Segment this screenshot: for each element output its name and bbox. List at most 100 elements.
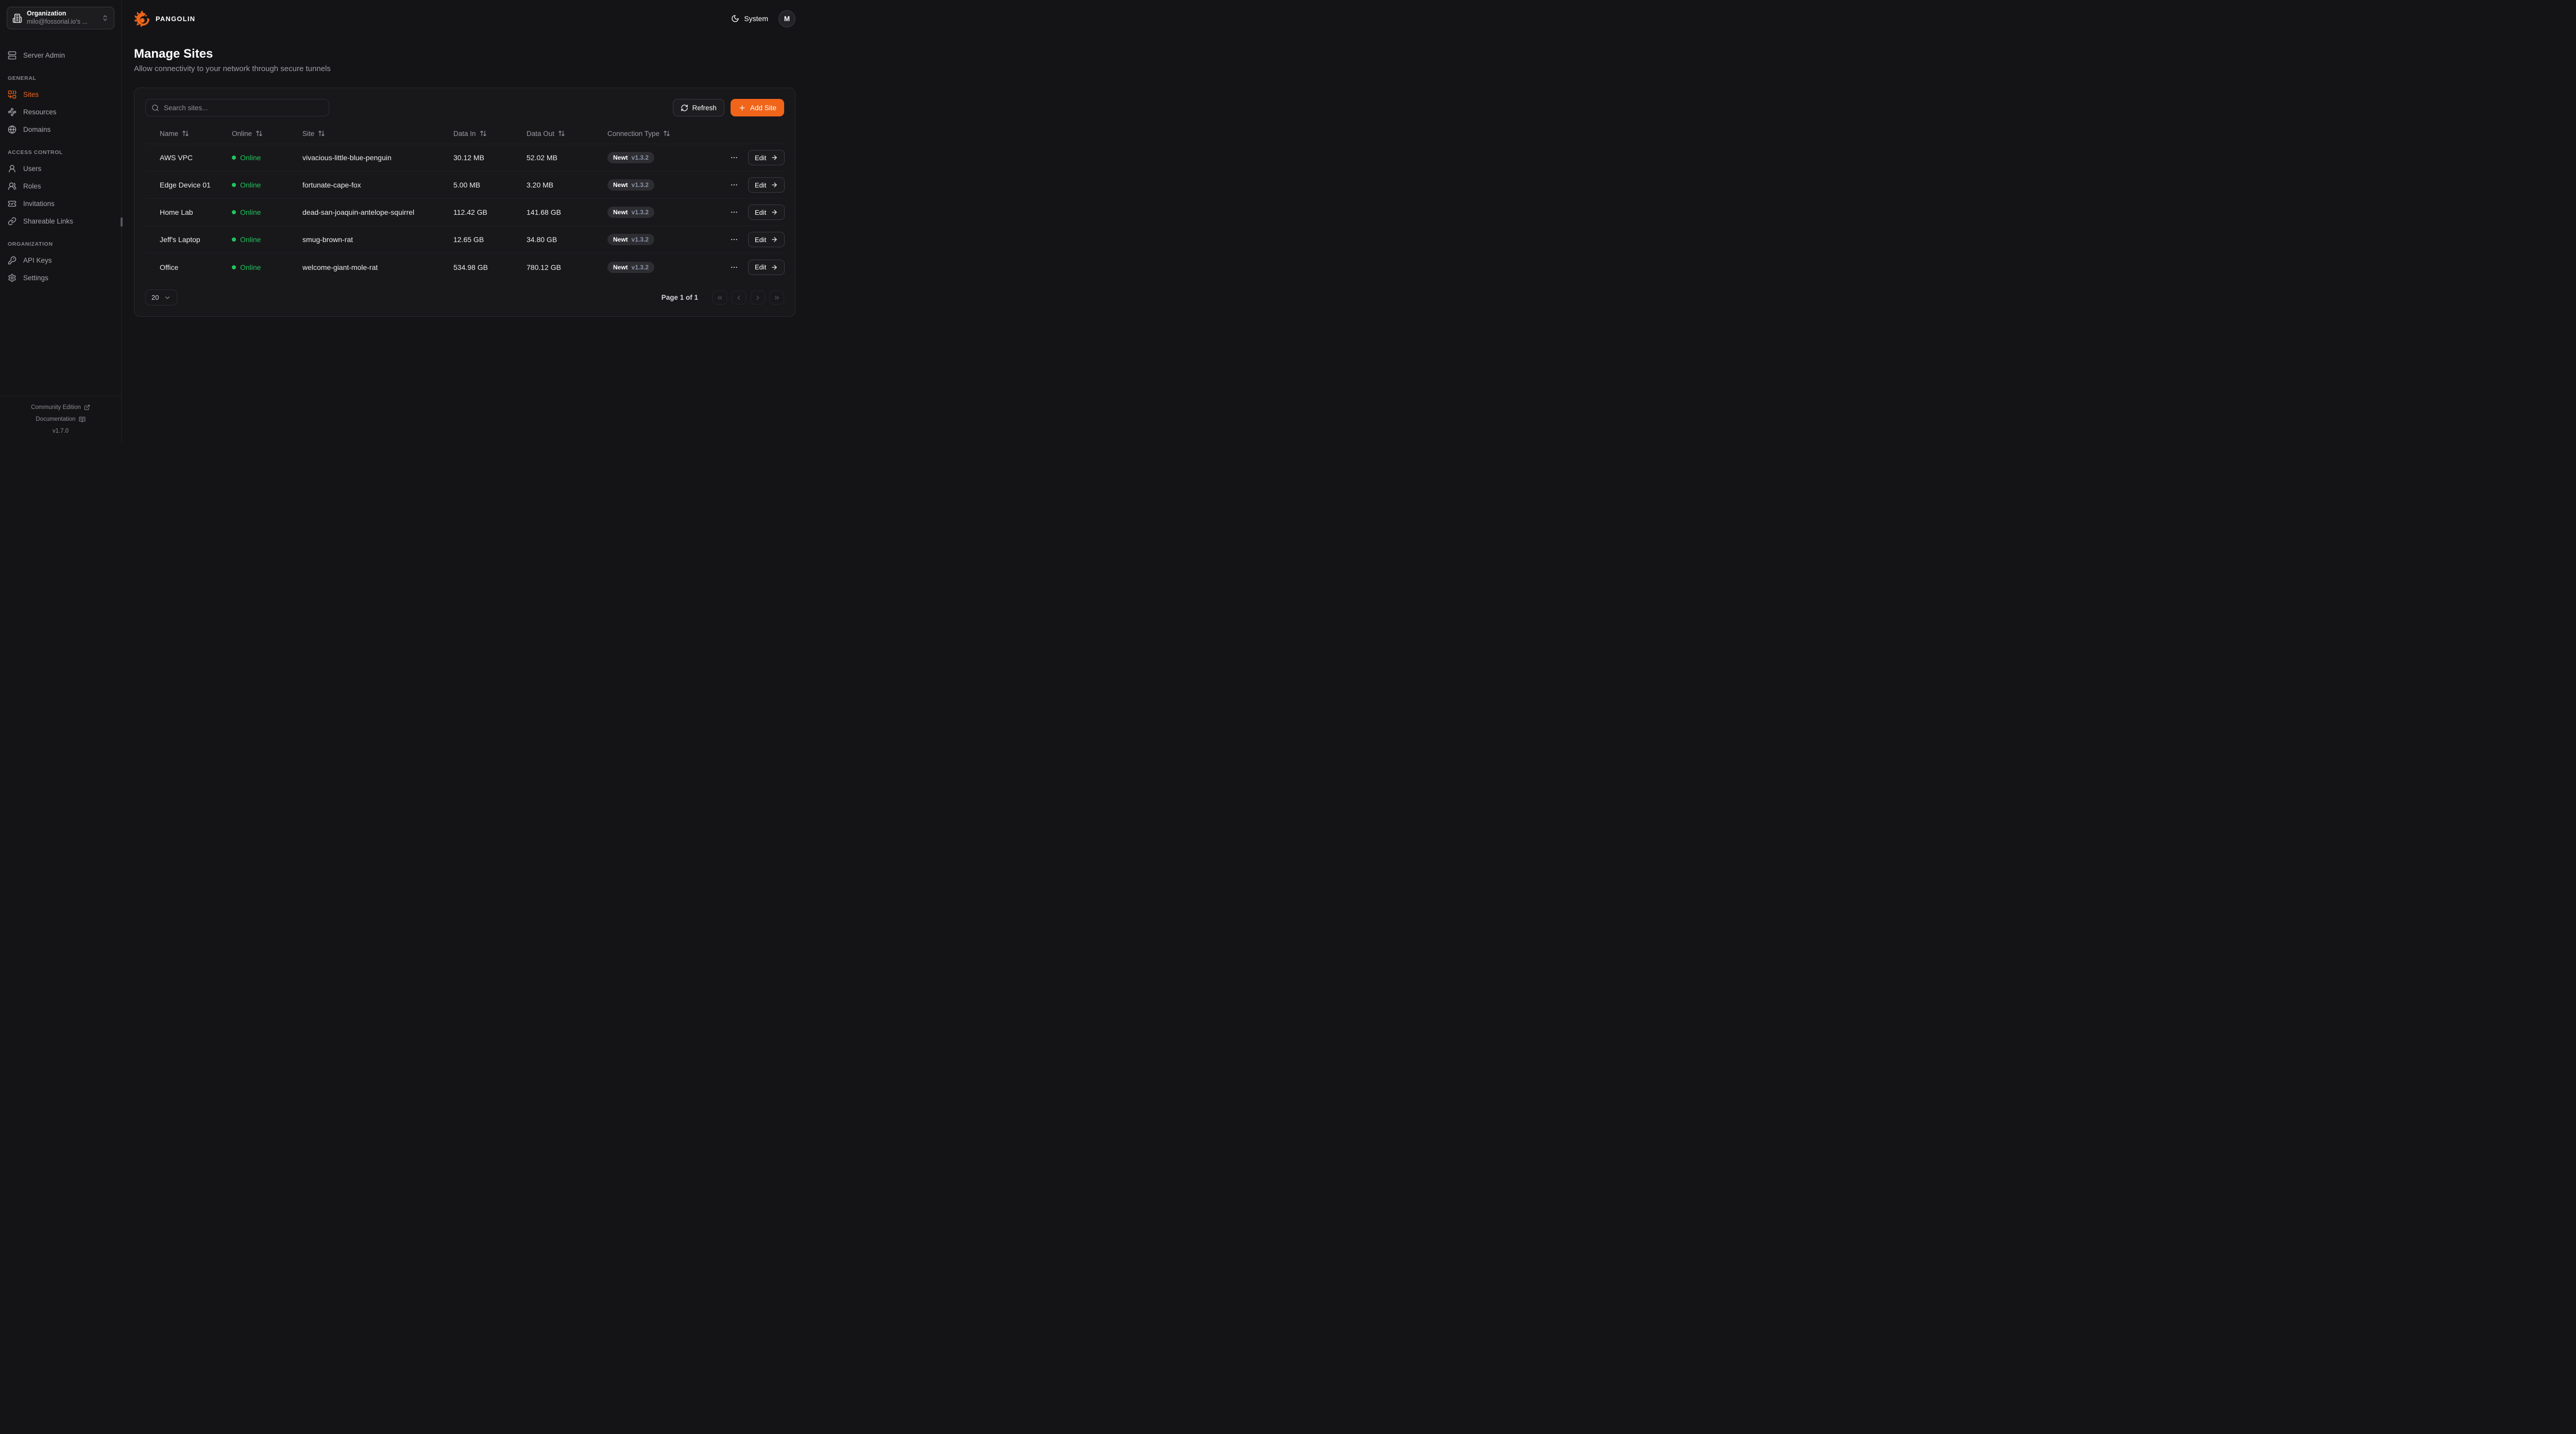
column-header-online[interactable]: Online [232, 130, 302, 138]
chevrons-left-icon [716, 294, 723, 301]
page-size-select[interactable]: 20 [145, 289, 178, 305]
sidebar-resize-handle[interactable] [121, 217, 123, 227]
column-header-site[interactable]: Site [302, 130, 453, 138]
documentation-label: Documentation [36, 416, 76, 422]
edit-button[interactable]: Edit [748, 150, 785, 165]
combine-icon [8, 90, 16, 99]
data-out-cell: 52.02 MB [527, 153, 557, 162]
online-dot [232, 156, 236, 160]
table-header: Name Online Site Data In [145, 123, 784, 144]
row-actions: Edit [728, 177, 790, 193]
connection-type-cell: Newt v1.3.2 [607, 207, 728, 218]
row-menu-button[interactable] [728, 233, 740, 246]
documentation-link[interactable]: Documentation [36, 414, 86, 425]
sidebar-item-sites[interactable]: Sites [0, 86, 121, 103]
status-label: Online [240, 235, 261, 244]
site-id-cell: vivacious-little-blue-penguin [302, 153, 392, 162]
column-header-name[interactable]: Name [145, 130, 232, 138]
first-page-button[interactable] [713, 291, 727, 304]
ellipsis-icon [730, 263, 738, 271]
online-dot [232, 265, 236, 269]
site-status-cell: Online [232, 235, 302, 244]
sidebar-item-label: API Keys [23, 256, 52, 264]
sidebar-item-server-admin[interactable]: Server Admin [0, 46, 121, 64]
org-value: milo@fossorial.io's ... [27, 18, 88, 25]
site-name-cell: AWS VPC [160, 153, 193, 162]
org-text: Organization milo@fossorial.io's ... [27, 10, 97, 26]
data-out-cell: 141.68 GB [527, 208, 561, 216]
connection-type-cell: Newt v1.3.2 [607, 234, 728, 245]
edit-button[interactable]: Edit [748, 232, 785, 247]
site-status-cell: Online [232, 153, 302, 162]
connection-version: v1.3.2 [631, 181, 649, 189]
waypoints-icon [8, 108, 16, 116]
last-page-button[interactable] [770, 291, 784, 304]
next-page-button[interactable] [751, 291, 765, 304]
moon-icon [731, 14, 739, 23]
site-status-cell: Online [232, 208, 302, 216]
ellipsis-icon [730, 235, 738, 244]
column-label: Site [302, 129, 315, 138]
sidebar-item-users[interactable]: Users [0, 160, 121, 177]
ellipsis-icon [730, 153, 738, 162]
sort-icon [558, 130, 565, 137]
user-icon [8, 164, 16, 173]
connection-type-cell: Newt v1.3.2 [607, 179, 728, 191]
add-site-button[interactable]: Add Site [730, 99, 784, 116]
chevrons-right-icon [773, 294, 781, 301]
connection-type-cell: Newt v1.3.2 [607, 152, 728, 163]
data-out-cell: 34.80 GB [527, 235, 557, 244]
community-edition-link[interactable]: Community Edition [31, 402, 90, 413]
row-menu-button[interactable] [728, 151, 740, 164]
plus-icon [738, 104, 746, 112]
page-title: Manage Sites [134, 47, 213, 61]
pagination-right: Page 1 of 1 [662, 291, 784, 304]
connection-version: v1.3.2 [631, 236, 649, 243]
version-label: v1.7.0 [52, 428, 69, 434]
ellipsis-icon [730, 208, 738, 216]
connection-name: Newt [613, 236, 628, 243]
users-icon [8, 182, 16, 191]
sidebar-item-label: Server Admin [23, 51, 65, 59]
column-header-connection-type[interactable]: Connection Type [607, 130, 728, 138]
edit-label: Edit [755, 263, 767, 271]
sidebar-item-invitations[interactable]: Invitations [0, 195, 121, 212]
sidebar-item-label: Shareable Links [23, 217, 73, 225]
sidebar-item-domains[interactable]: Domains [0, 121, 121, 138]
sidebar-item-label: Settings [23, 274, 48, 282]
sidebar-item-api-keys[interactable]: API Keys [0, 251, 121, 269]
refresh-button[interactable]: Refresh [672, 99, 724, 116]
edit-label: Edit [755, 235, 767, 244]
edit-button[interactable]: Edit [748, 204, 785, 220]
avatar[interactable]: M [778, 10, 795, 27]
theme-toggle-button[interactable]: System [731, 14, 768, 23]
row-menu-button[interactable] [728, 206, 740, 218]
status-label: Online [240, 263, 261, 271]
book-open-icon [79, 416, 86, 423]
pangolin-logo-icon [134, 10, 151, 27]
sidebar-item-shareable-links[interactable]: Shareable Links [0, 212, 121, 230]
row-menu-button[interactable] [728, 261, 740, 274]
chevron-right-icon [754, 294, 761, 301]
ticket-check-icon [8, 199, 16, 208]
connection-type-badge: Newt v1.3.2 [607, 207, 655, 218]
connection-version: v1.3.2 [631, 209, 649, 216]
row-menu-button[interactable] [728, 179, 740, 191]
prev-page-button[interactable] [732, 291, 746, 304]
edit-button[interactable]: Edit [748, 177, 785, 193]
column-header-data-out[interactable]: Data Out [527, 130, 607, 138]
sidebar-item-settings[interactable]: Settings [0, 269, 121, 286]
column-header-data-in[interactable]: Data In [453, 130, 527, 138]
org-selector[interactable]: Organization milo@fossorial.io's ... [7, 7, 114, 29]
gear-icon [8, 274, 16, 282]
edit-button[interactable]: Edit [748, 259, 785, 275]
server-icon [8, 51, 16, 60]
status-label: Online [240, 208, 261, 216]
theme-label: System [744, 14, 768, 23]
search-input[interactable] [164, 104, 323, 112]
sidebar-item-roles[interactable]: Roles [0, 177, 121, 195]
sidebar-item-resources[interactable]: Resources [0, 103, 121, 121]
refresh-icon [681, 104, 688, 112]
site-name-cell: Edge Device 01 [160, 181, 211, 189]
site-name-cell: Home Lab [160, 208, 193, 216]
